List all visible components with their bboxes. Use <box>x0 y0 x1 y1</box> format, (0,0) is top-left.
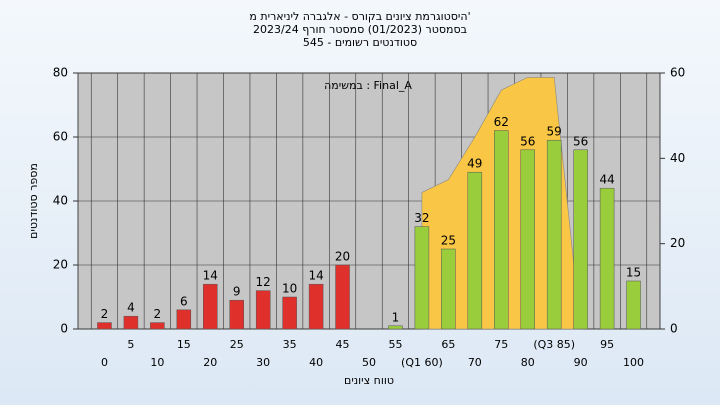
x-tick-label: 55 <box>388 338 402 351</box>
x-tick-label: 70 <box>468 356 482 369</box>
x-tick-label: 45 <box>336 338 350 351</box>
x-tick-label: 0 <box>101 356 108 369</box>
bar <box>441 248 456 330</box>
y-tick-label: 40 <box>53 194 68 208</box>
x-tick-label: 90 <box>574 356 588 369</box>
data-label: 9 <box>233 285 241 299</box>
data-label: 62 <box>494 115 509 129</box>
x-axis-label: טווח ציונים <box>344 374 394 387</box>
data-label: 15 <box>626 266 641 280</box>
x-tick-label: (Q1 60) <box>401 356 443 369</box>
x-tick-label: 65 <box>441 338 455 351</box>
x-tick-label: 25 <box>230 338 244 351</box>
x-tick-label: 5 <box>127 338 134 351</box>
data-label: 44 <box>599 173 614 187</box>
annotation: במשימה : Final_A <box>324 79 412 92</box>
y2-tick-label: 40 <box>670 151 685 165</box>
data-label: 56 <box>520 134 535 148</box>
data-label: 14 <box>308 269 323 283</box>
y2-tick-label: 60 <box>670 66 685 80</box>
bar <box>282 296 297 330</box>
chart-subtitle: בסמסטר (01/2023) סמסטר חורף 2023/24 <box>253 23 467 36</box>
y-tick-label: 20 <box>53 258 68 272</box>
y-tick-label: 0 <box>60 322 68 336</box>
bar <box>414 226 430 330</box>
data-label: 4 <box>127 301 135 315</box>
x-tick-label: 50 <box>362 356 376 369</box>
bar <box>467 171 483 330</box>
chart-subtitle: סטודנטים רשומים - 545 <box>303 36 417 49</box>
y-tick-label: 60 <box>53 130 68 144</box>
x-tick-label: 75 <box>494 338 508 351</box>
chart-title: היסטוגרמת ציונים בקורס - אלגברה ליניארית… <box>249 10 470 23</box>
bar <box>203 283 218 330</box>
data-label: 14 <box>203 269 218 283</box>
bar <box>520 149 535 330</box>
x-tick-label: 100 <box>623 356 644 369</box>
bar <box>308 283 324 330</box>
y-tick-label: 80 <box>53 66 68 80</box>
data-label: 1 <box>392 310 400 324</box>
y-axis-label: מספר סטודנטים <box>27 163 40 239</box>
x-tick-label: 35 <box>283 338 297 351</box>
bar <box>388 325 403 330</box>
x-tick-label: 15 <box>177 338 191 351</box>
bar <box>626 280 641 330</box>
data-label: 6 <box>180 294 188 308</box>
bar <box>255 290 271 330</box>
data-label: 20 <box>335 250 350 264</box>
bar <box>573 149 588 330</box>
bar <box>229 299 244 330</box>
data-label: 2 <box>154 307 162 321</box>
data-label: 59 <box>547 125 562 139</box>
bar <box>335 264 350 330</box>
x-tick-label: 95 <box>600 338 614 351</box>
bar <box>546 139 562 330</box>
x-tick-label: (Q3 85) <box>533 338 575 351</box>
bar <box>123 315 139 330</box>
data-label: 49 <box>467 157 482 171</box>
x-tick-label: 30 <box>256 356 270 369</box>
x-tick-label: 80 <box>521 356 535 369</box>
data-label: 25 <box>441 234 456 248</box>
bar <box>494 130 509 330</box>
y2-tick-label: 20 <box>670 236 685 250</box>
bar <box>150 322 165 330</box>
data-label: 2 <box>101 307 109 321</box>
data-label: 12 <box>256 275 271 289</box>
data-label: 32 <box>414 211 429 225</box>
x-tick-label: 20 <box>203 356 217 369</box>
data-label: 10 <box>282 282 297 296</box>
x-tick-label: 40 <box>309 356 323 369</box>
bar <box>97 322 112 330</box>
bar <box>176 309 192 330</box>
data-label: 56 <box>573 134 588 148</box>
x-tick-label: 10 <box>150 356 164 369</box>
bar <box>599 187 615 330</box>
y2-tick-label: 0 <box>670 322 678 336</box>
